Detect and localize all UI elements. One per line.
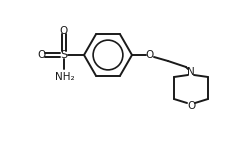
Text: N: N bbox=[187, 67, 195, 77]
Text: S: S bbox=[60, 50, 68, 60]
Text: NH₂: NH₂ bbox=[55, 72, 75, 82]
Text: O: O bbox=[60, 26, 68, 36]
Text: O: O bbox=[187, 101, 195, 111]
Text: O: O bbox=[146, 50, 154, 60]
Text: O: O bbox=[37, 50, 45, 60]
